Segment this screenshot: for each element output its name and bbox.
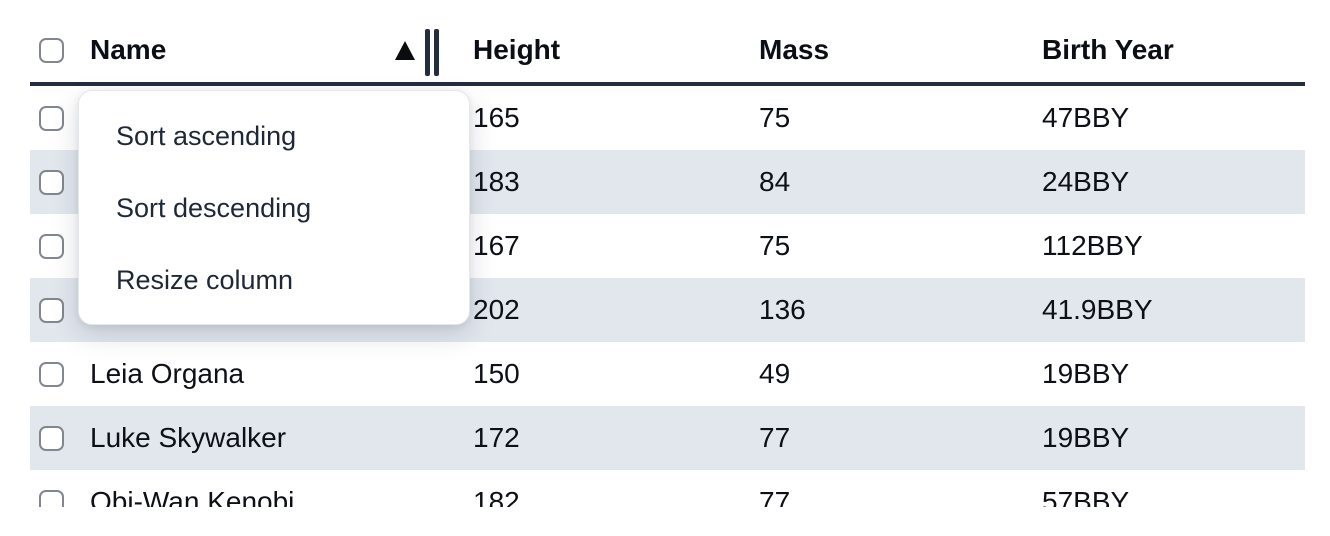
column-resize-handle[interactable] (425, 28, 439, 76)
row-checkbox[interactable] (39, 297, 64, 323)
row-checkbox-cell (30, 169, 90, 195)
row-checkbox-cell (30, 489, 90, 507)
header-select-all-cell (30, 37, 90, 63)
cell-mass: 49 (759, 358, 791, 389)
table-header-row: Name Height Mass Birth Year (30, 0, 1305, 86)
column-header-birth-year[interactable]: Birth Year (1040, 34, 1305, 66)
row-checkbox-cell (30, 233, 90, 259)
cell-birth-year: 19BBY (1042, 422, 1130, 453)
row-checkbox-cell (30, 297, 90, 323)
resize-bar-icon (434, 28, 439, 76)
cell-mass: 75 (759, 102, 791, 133)
menu-item-sort-descending[interactable]: Sort descending (116, 192, 312, 223)
cell-height: 182 (473, 486, 520, 507)
column-header-name[interactable]: Name (90, 25, 470, 76)
menu-item-resize-column[interactable]: Resize column (116, 264, 294, 295)
cell-height: 167 (473, 230, 520, 261)
column-header-birth-year-label: Birth Year (1042, 34, 1174, 65)
column-context-menu: Sort ascending Sort descending Resize co… (78, 90, 470, 325)
column-header-name-label: Name (90, 34, 167, 65)
row-checkbox-cell (30, 105, 90, 131)
column-header-height-label: Height (473, 34, 561, 65)
row-checkbox[interactable] (39, 105, 64, 131)
cell-height: 172 (473, 422, 520, 453)
cell-name: Luke Skywalker (90, 422, 287, 453)
select-all-checkbox[interactable] (39, 37, 64, 63)
row-checkbox[interactable] (39, 425, 64, 451)
cell-mass: 77 (759, 422, 791, 453)
cell-height: 165 (473, 102, 520, 133)
cell-height: 202 (473, 294, 520, 325)
cell-mass: 84 (759, 166, 791, 197)
table-row: Leia Organa 150 49 19BBY (30, 342, 1305, 406)
resize-bar-icon (425, 28, 430, 76)
row-checkbox[interactable] (39, 169, 64, 195)
cell-mass: 77 (759, 486, 791, 507)
cell-birth-year: 19BBY (1042, 358, 1130, 389)
table-row: Obi-Wan Kenobi 182 77 57BBY (30, 470, 1305, 507)
cell-birth-year: 57BBY (1042, 486, 1130, 507)
column-header-mass-label: Mass (759, 34, 830, 65)
row-checkbox[interactable] (39, 233, 64, 259)
row-checkbox-cell (30, 361, 90, 387)
cell-birth-year: 47BBY (1042, 102, 1130, 133)
row-checkbox[interactable] (39, 361, 64, 387)
cell-name: Obi-Wan Kenobi (90, 486, 295, 507)
cell-mass: 75 (759, 230, 791, 261)
cell-height: 183 (473, 166, 520, 197)
column-header-mass[interactable]: Mass (757, 34, 1040, 66)
cell-height: 150 (473, 358, 520, 389)
cell-birth-year: 24BBY (1042, 166, 1130, 197)
row-checkbox[interactable] (39, 489, 64, 507)
table-row: Luke Skywalker 172 77 19BBY (30, 406, 1305, 470)
column-header-height[interactable]: Height (470, 34, 757, 66)
cell-birth-year: 112BBY (1042, 230, 1143, 261)
cell-birth-year: 41.9BBY (1042, 294, 1153, 325)
row-checkbox-cell (30, 425, 90, 451)
cell-mass: 136 (759, 294, 806, 325)
cell-name: Leia Organa (90, 358, 245, 389)
sort-ascending-icon (395, 40, 415, 60)
menu-item-sort-ascending[interactable]: Sort ascending (116, 120, 297, 151)
